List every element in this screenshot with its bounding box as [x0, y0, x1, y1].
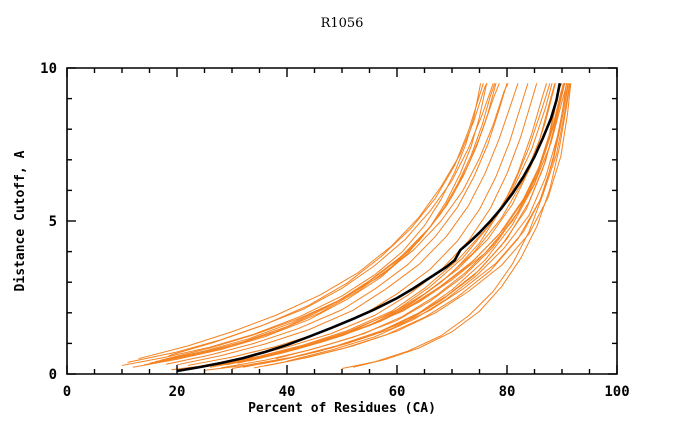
series-model-14 [171, 83, 553, 371]
series-model-22 [248, 83, 568, 362]
x-tick-label-0: 0 [63, 384, 71, 400]
series-model-08 [187, 83, 529, 366]
series-model-27 [264, 83, 572, 367]
x-tick-label-40: 40 [279, 384, 296, 400]
y-tick-label-0: 0 [49, 367, 57, 383]
x-axis-label: Percent of Residues (CA) [248, 401, 436, 416]
axis-tick-labels: 0 20 40 60 80 100 0 5 10 [40, 61, 630, 400]
x-tick-label-100: 100 [604, 384, 629, 400]
series-model-29 [341, 83, 567, 369]
series-model-05 [165, 83, 508, 365]
series-model-30 [352, 83, 571, 368]
y-tick-label-5: 5 [49, 214, 57, 230]
x-tick-label-60: 60 [389, 384, 406, 400]
y-axis-label: Distance Cutoff, A [13, 150, 28, 291]
series-model-03 [143, 83, 496, 366]
x-tick-label-20: 20 [169, 384, 186, 400]
series-model-07 [154, 83, 500, 363]
series-reference-model [176, 83, 562, 373]
chart-title: R1056 [321, 16, 364, 31]
series-model-31 [275, 83, 565, 360]
series-model-32 [286, 83, 569, 362]
data-series-layer [121, 82, 572, 373]
series-model-01 [121, 83, 482, 366]
series-model-23 [160, 83, 509, 361]
x-tick-label-80: 80 [499, 384, 516, 400]
series-model-26 [259, 83, 571, 365]
series-model-06 [176, 83, 519, 366]
series-model-04 [149, 83, 497, 364]
y-tick-label-10: 10 [40, 61, 57, 77]
series-model-28 [168, 83, 494, 357]
axis-ticks [66, 67, 618, 375]
